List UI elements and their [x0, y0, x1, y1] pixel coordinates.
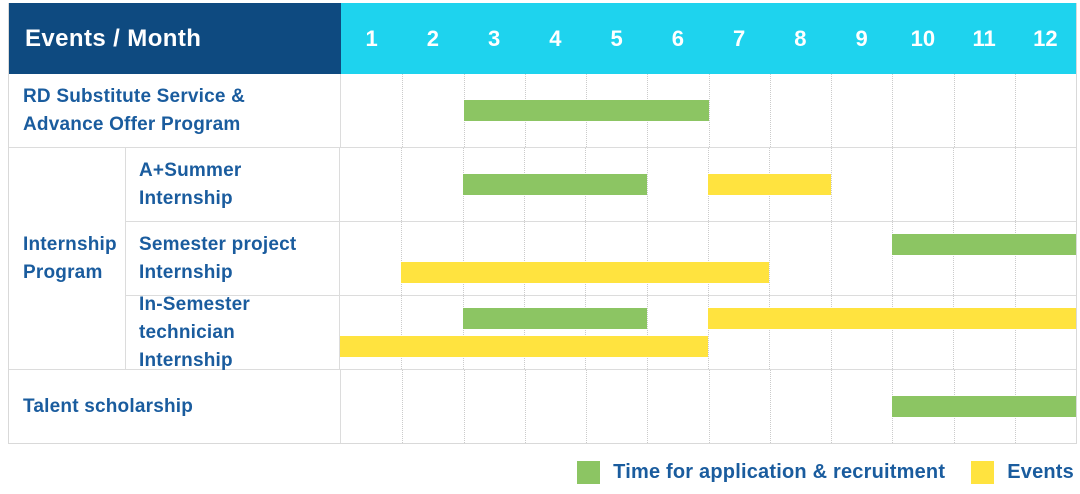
legend-label-green: Time for application & recruitment: [613, 460, 946, 483]
month-header-5: 5: [610, 25, 623, 51]
row-in-semester-technician-internship-lane-2: [340, 336, 1076, 357]
row-talent-scholarship: Talent scholarship: [9, 369, 1076, 443]
month-gridline: [585, 296, 587, 369]
month-gridline: [1014, 222, 1016, 295]
group-internship-program-label-line-2: Program: [23, 261, 103, 283]
row-in-semester-technician-internship-timeline: [340, 296, 1076, 369]
legend-label-yellow: Events: [1007, 460, 1074, 483]
row-in-semester-technician-internship-lane-1: [340, 308, 1076, 329]
row-a-summer-internship-lane-1: [340, 174, 1076, 195]
row-semester-project-internship-label-line-2: Internship: [139, 261, 233, 283]
row-talent-scholarship-timeline: [341, 370, 1076, 443]
row-semester-project-internship-lane-2: [340, 262, 1076, 283]
green-bar-months-3-5: [462, 174, 647, 195]
month-gridline: [401, 296, 403, 369]
green-bar-months-3-5: [462, 308, 647, 329]
month-header-2: 2: [426, 25, 439, 51]
group-internship-program-children: A+Summer Internship Semester project Intern…: [126, 148, 1076, 371]
month-header-6: 6: [671, 25, 684, 51]
month-gridline: [585, 222, 587, 295]
legend: Time for application & recruitment Events: [577, 459, 1074, 485]
month-gridline: [1014, 296, 1016, 369]
month-header-11: 11: [972, 25, 996, 51]
row-a-summer-internship-label: A+Summer Internship: [126, 148, 340, 221]
row-rd-substitute-service-advance-offer-program-label-line-2: Advance Offer Program: [23, 113, 241, 135]
green-bar-months-3-6: [463, 100, 709, 121]
group-internship-program: Internship Program A+Summer Internship Semes…: [9, 147, 1076, 371]
legend-item-green: Time for application & recruitment: [577, 460, 946, 484]
month-gridline: [708, 222, 709, 295]
month-gridline: [524, 296, 525, 369]
yellow-legend-swatch: [971, 460, 995, 484]
table-body: RD Substitute Service & Advance Offer Pro…: [9, 74, 1076, 443]
yellow-bar-months-2-7: [401, 262, 770, 283]
month-header-1: 1: [365, 25, 378, 51]
month-header-7: 7: [733, 25, 746, 51]
month-gridline: [953, 222, 955, 295]
row-a-summer-internship-label-line-2: Internship: [139, 187, 233, 209]
row-rd-substitute-service-advance-offer-program-timeline: [341, 74, 1076, 147]
group-internship-program-label-line-1: Internship: [23, 233, 117, 255]
row-rd-substitute-service-advance-offer-program: RD Substitute Service & Advance Offer Pro…: [9, 74, 1076, 147]
month-gridline: [524, 222, 525, 295]
row-semester-project-internship-timeline: [340, 222, 1076, 295]
month-gridline: [953, 296, 955, 369]
group-internship-program-label: Internship Program: [9, 148, 126, 369]
month-gridline: [401, 222, 403, 295]
month-gridline: [830, 222, 832, 295]
row-rd-substitute-service-advance-offer-program-label: RD Substitute Service & Advance Offer Pro…: [9, 74, 341, 147]
table-header-title: Events / Month: [9, 3, 341, 74]
green-bar-months-10-12: [892, 396, 1076, 417]
month-gridline: [462, 296, 464, 369]
row-a-summer-internship: A+Summer Internship: [126, 148, 1076, 221]
month-gridline: [892, 296, 893, 369]
green-bar-months-10-12: [892, 234, 1076, 255]
row-rd-substitute-service-advance-offer-program-lane-1: [341, 100, 1076, 121]
row-talent-scholarship-lane-1: [341, 396, 1076, 417]
month-gridline: [892, 222, 893, 295]
month-header-10: 10: [910, 25, 936, 51]
table-header-row: Events / Month 1 2 3 4 5 6 7 8 9 10 11 12: [9, 3, 1076, 74]
events-month-table: Events / Month 1 2 3 4 5 6 7 8 9 10 11 12 RD Substi…: [8, 3, 1077, 444]
month-header-8: 8: [794, 25, 807, 51]
month-header-4: 4: [549, 25, 562, 51]
month-header-9: 9: [855, 25, 868, 51]
yellow-bar-months-7-8: [708, 174, 831, 195]
row-in-semester-technician-internship-label-line-2: technician Internship: [139, 321, 235, 371]
month-gridline: [708, 296, 709, 369]
legend-item-yellow: Events: [971, 460, 1074, 484]
month-gridline: [769, 222, 771, 295]
month-header-12: 12: [1033, 25, 1058, 51]
month-header-3: 3: [488, 25, 501, 51]
row-rd-substitute-service-advance-offer-program-label-line-1: RD Substitute Service &: [23, 85, 246, 107]
row-semester-project-internship: Semester project Internship: [126, 221, 1076, 295]
row-a-summer-internship-timeline: [340, 148, 1076, 221]
row-semester-project-internship-label-line-1: Semester project: [139, 233, 297, 255]
row-in-semester-technician-internship-label-line-1: In-Semester: [139, 293, 250, 315]
row-semester-project-internship-lane-1: [340, 234, 1076, 255]
month-gridline: [830, 296, 832, 369]
green-legend-swatch: [577, 460, 601, 484]
row-in-semester-technician-internship: In-Semester technician Internship: [126, 294, 1076, 371]
month-gridline: [646, 296, 648, 369]
row-in-semester-technician-internship-label: In-Semester technician Internship: [126, 294, 340, 371]
row-talent-scholarship-label-line-1: Talent scholarship: [23, 395, 194, 417]
yellow-bar-months-7-12: [708, 308, 1076, 329]
row-talent-scholarship-label: Talent scholarship: [9, 370, 341, 443]
month-gridline: [769, 296, 771, 369]
row-a-summer-internship-label-line-1: A+Summer: [139, 159, 242, 181]
month-gridline: [462, 222, 464, 295]
yellow-bar-months-1-6: [340, 336, 708, 357]
month-header-row: 1 2 3 4 5 6 7 8 9 10 11 12: [341, 3, 1076, 74]
month-gridline: [646, 222, 648, 295]
row-semester-project-internship-label: Semester project Internship: [126, 222, 340, 295]
